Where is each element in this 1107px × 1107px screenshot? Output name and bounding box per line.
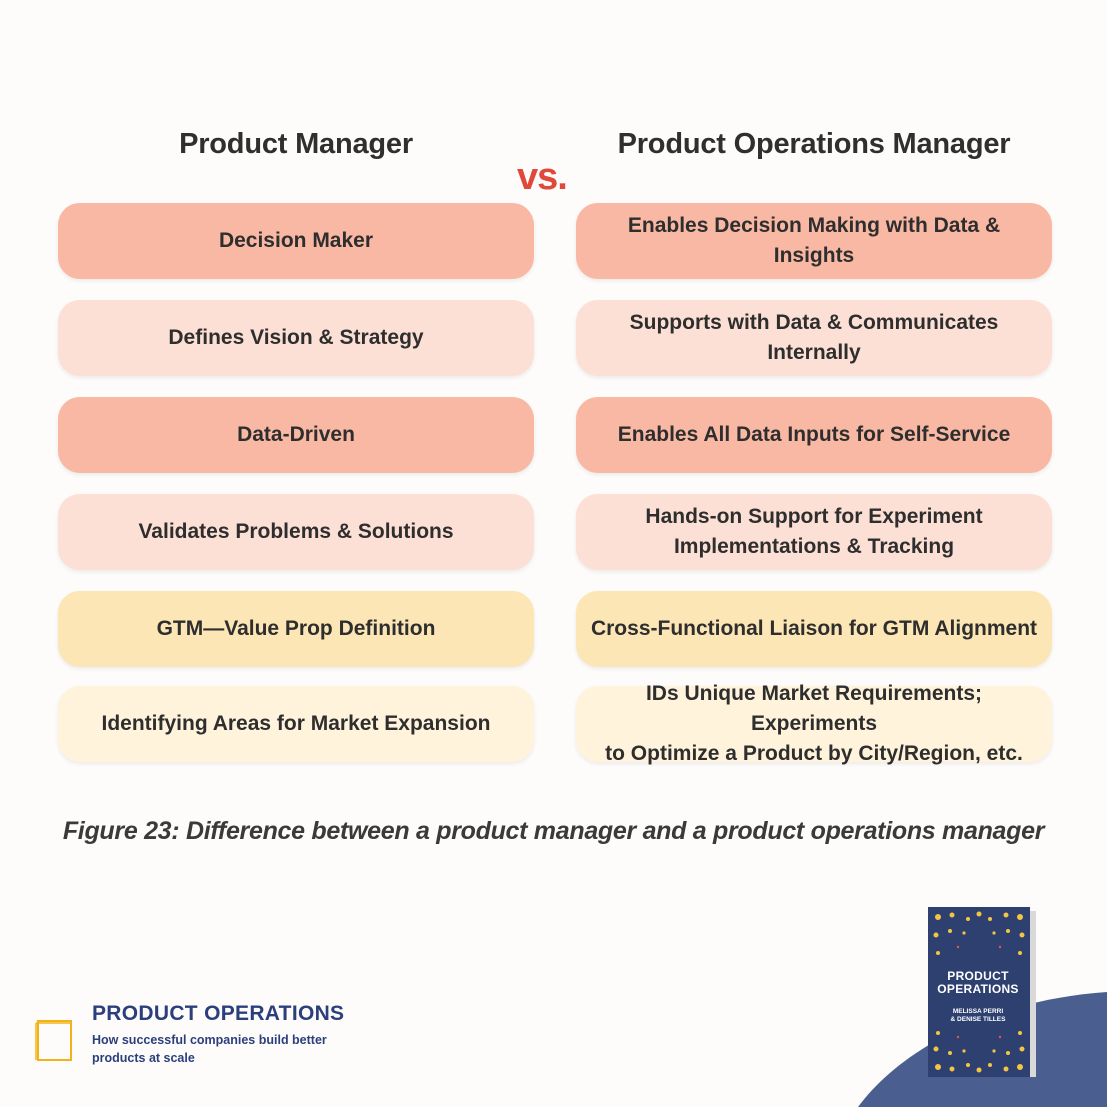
product-manager-heading: Product Manager — [179, 128, 413, 160]
pm-trait-5: GTM—Value Prop Definition — [58, 591, 534, 667]
pom-trait-5: Cross-Functional Liaison for GTM Alignme… — [576, 591, 1052, 667]
product-operations-manager-heading: Product Operations Manager — [617, 128, 1011, 160]
book-outline-icon — [35, 1020, 72, 1061]
brand-title: PRODUCT OPERATIONS — [92, 1002, 345, 1025]
pom-trait-2: Supports with Data & Communicates Intern… — [576, 300, 1052, 376]
pm-trait-6: Identifying Areas for Market Expansion — [58, 686, 534, 762]
brand-subtitle: How successful companies build better pr… — [92, 1033, 327, 1065]
vs-label: vs. — [517, 156, 568, 198]
figure-caption: Figure 23: Difference between a product … — [62, 817, 1045, 845]
pom-trait-1: Enables Decision Making with Data & Insi… — [576, 203, 1052, 279]
book-title: PRODUCT OPERATIONS — [937, 969, 1019, 996]
pm-trait-2: Defines Vision & Strategy — [58, 300, 534, 376]
book-cover-image — [928, 907, 1036, 1077]
pm-trait-4: Validates Problems & Solutions — [58, 494, 534, 570]
pm-trait-3: Data-Driven — [58, 397, 534, 473]
pom-trait-6: IDs Unique Market Requirements; Experime… — [576, 682, 1052, 765]
pom-trait-3: Enables All Data Inputs for Self-Service — [576, 397, 1052, 473]
pm-trait-1: Decision Maker — [58, 203, 534, 279]
pom-trait-4: Hands-on Support for Experiment Implemen… — [576, 494, 1052, 570]
book-authors: MELISSA PERRI & DENISE TILLES — [950, 1008, 1006, 1023]
